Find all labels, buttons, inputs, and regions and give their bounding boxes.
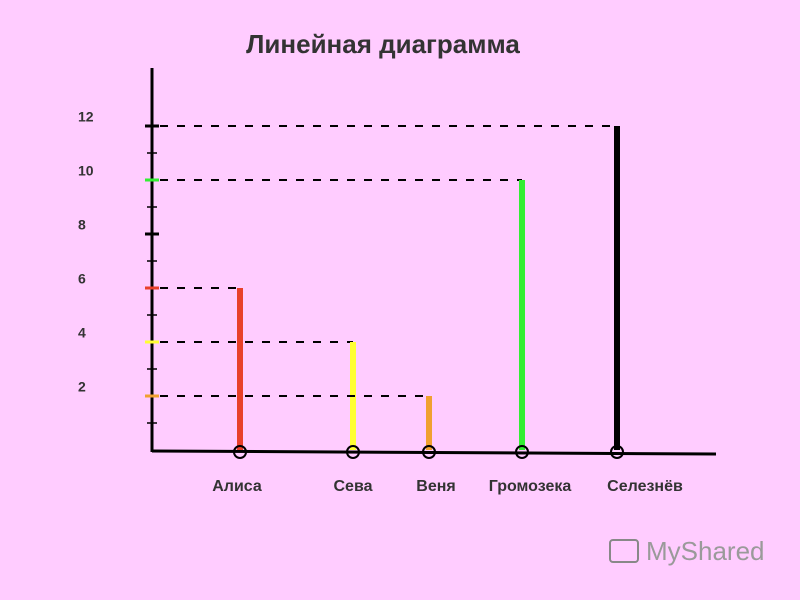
y-tick-label: 8 xyxy=(78,217,86,233)
x-tick-label: Селезнёв xyxy=(607,478,683,495)
chart-title: Линейная диаграмма xyxy=(246,29,520,59)
x-tick-label: Громозека xyxy=(489,478,572,495)
y-tick-label: 4 xyxy=(78,325,86,341)
bar-base xyxy=(422,445,436,459)
bar-base xyxy=(610,445,624,459)
x-tick-label: Веня xyxy=(416,478,455,495)
watermark-text: MyShared xyxy=(646,536,765,566)
watermark: MyShared xyxy=(609,536,765,566)
bar-base xyxy=(515,445,529,459)
x-tick-label: Сева xyxy=(334,478,373,495)
x-tick-label: Алиса xyxy=(212,478,262,495)
watermark-icon xyxy=(609,539,639,563)
y-tick-label: 10 xyxy=(78,163,94,179)
bar-base xyxy=(346,445,360,459)
bar-base xyxy=(233,445,247,459)
y-tick-label: 6 xyxy=(78,271,86,287)
y-tick-label: 12 xyxy=(78,109,94,125)
y-tick-label: 2 xyxy=(78,379,86,395)
